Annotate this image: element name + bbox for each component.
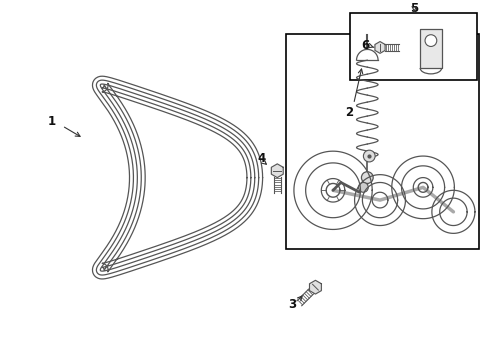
Text: 3: 3 — [287, 298, 295, 311]
Text: 6: 6 — [361, 39, 369, 52]
Circle shape — [363, 150, 374, 162]
Text: 4: 4 — [257, 153, 265, 166]
Polygon shape — [374, 41, 385, 53]
Text: 1: 1 — [48, 115, 56, 128]
Bar — [285, 34, 478, 249]
Circle shape — [361, 172, 372, 184]
Text: 2: 2 — [344, 105, 352, 118]
Circle shape — [358, 183, 367, 192]
Polygon shape — [309, 280, 321, 294]
Circle shape — [424, 35, 436, 46]
Text: 5: 5 — [409, 2, 418, 15]
Bar — [419, 29, 441, 68]
Polygon shape — [271, 164, 283, 177]
Bar — [349, 13, 476, 80]
